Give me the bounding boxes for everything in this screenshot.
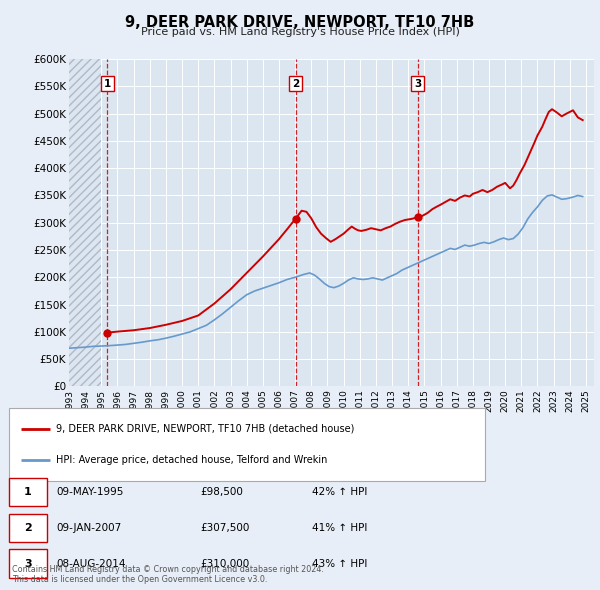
Text: 1: 1 — [103, 78, 111, 88]
FancyBboxPatch shape — [9, 513, 47, 542]
Text: 2: 2 — [292, 78, 299, 88]
Bar — [69, 59, 101, 386]
Text: HPI: Average price, detached house, Telford and Wrekin: HPI: Average price, detached house, Telf… — [56, 455, 328, 466]
Text: 3: 3 — [24, 559, 32, 569]
Text: Price paid vs. HM Land Registry's House Price Index (HPI): Price paid vs. HM Land Registry's House … — [140, 27, 460, 37]
Text: 42% ↑ HPI: 42% ↑ HPI — [312, 487, 367, 497]
Text: £98,500: £98,500 — [200, 487, 243, 497]
FancyBboxPatch shape — [9, 549, 47, 578]
FancyBboxPatch shape — [9, 478, 47, 506]
FancyBboxPatch shape — [9, 408, 485, 481]
Text: £307,500: £307,500 — [200, 523, 250, 533]
Text: 2: 2 — [24, 523, 32, 533]
Text: 9, DEER PARK DRIVE, NEWPORT, TF10 7HB: 9, DEER PARK DRIVE, NEWPORT, TF10 7HB — [125, 15, 475, 30]
Text: 08-AUG-2014: 08-AUG-2014 — [56, 559, 125, 569]
Text: 43% ↑ HPI: 43% ↑ HPI — [312, 559, 367, 569]
Text: 41% ↑ HPI: 41% ↑ HPI — [312, 523, 367, 533]
Text: £310,000: £310,000 — [200, 559, 249, 569]
Text: Contains HM Land Registry data © Crown copyright and database right 2024.
This d: Contains HM Land Registry data © Crown c… — [12, 565, 324, 584]
Text: 09-MAY-1995: 09-MAY-1995 — [56, 487, 124, 497]
Text: 1: 1 — [24, 487, 32, 497]
Text: 09-JAN-2007: 09-JAN-2007 — [56, 523, 121, 533]
Text: 3: 3 — [414, 78, 422, 88]
Text: 9, DEER PARK DRIVE, NEWPORT, TF10 7HB (detached house): 9, DEER PARK DRIVE, NEWPORT, TF10 7HB (d… — [56, 424, 355, 434]
